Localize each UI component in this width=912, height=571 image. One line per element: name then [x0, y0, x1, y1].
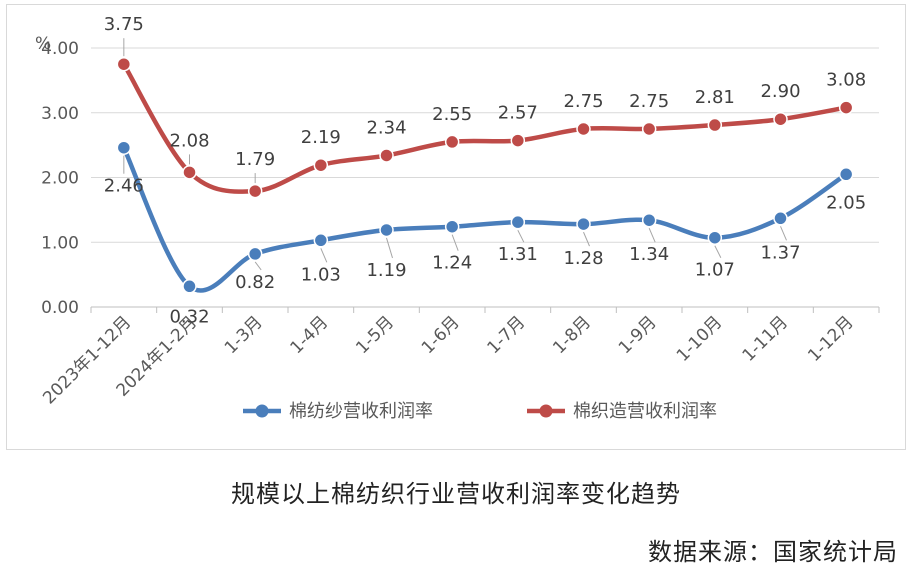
data-source: 数据来源：国家统计局: [648, 538, 898, 566]
data-point: [641, 121, 657, 137]
data-point: [116, 140, 132, 155]
y-unit-label: %: [35, 34, 51, 54]
label-leader: [254, 261, 262, 271]
x-tick-label: 1-8月: [549, 312, 595, 358]
series-line: [121, 61, 849, 194]
series-layer: [116, 56, 854, 294]
x-tick-label: 1-7月: [484, 312, 530, 358]
data-label: 1.79: [235, 149, 275, 170]
data-point: [707, 230, 723, 245]
label-leader: [517, 229, 525, 243]
data-label: 2.34: [366, 117, 406, 138]
x-tick-label: 1-6月: [418, 312, 464, 358]
data-label: 2.05: [826, 192, 866, 213]
label-leader: [583, 231, 590, 247]
data-label: 0.32: [169, 306, 209, 327]
legend-label: 棉纺纱营收利润率: [289, 401, 433, 422]
data-label: 2.81: [695, 87, 735, 108]
data-point: [313, 233, 329, 248]
data-point: [576, 216, 591, 232]
data-label: 1.31: [498, 244, 538, 265]
label-leader: [714, 245, 722, 258]
data-label: 2.46: [104, 176, 144, 197]
data-label: 0.82: [235, 272, 275, 293]
x-tick-label: 1-5月: [352, 312, 398, 358]
data-point: [576, 121, 591, 137]
gridlines: [91, 47, 879, 243]
data-point: [641, 212, 657, 228]
y-tick-label: 1.00: [41, 233, 79, 253]
x-tick-label: 1-12月: [804, 312, 857, 365]
legend: 棉纺纱营收利润率 棉织造营收利润率: [243, 401, 717, 422]
data-label: 1.03: [301, 264, 341, 285]
data-label: 2.75: [629, 91, 669, 112]
data-point: [838, 167, 854, 182]
legend-swatch-marker: [255, 404, 269, 418]
legend-swatch-marker: [539, 404, 553, 418]
x-tick-label: 1-11月: [739, 312, 792, 365]
data-point: [773, 211, 788, 226]
data-point: [247, 246, 263, 262]
label-leader: [780, 226, 787, 241]
data-point: [444, 134, 460, 150]
chart-frame: 0.00 1.00 2.00 3.00 4.00% 2023年1-12月 2024年1-2月…: [6, 4, 906, 450]
series-line: [121, 145, 849, 293]
data-label: 1.28: [563, 248, 603, 269]
y-tick-label: 3.00: [41, 104, 79, 124]
data-label: 2.57: [498, 103, 538, 124]
data-point: [773, 111, 788, 127]
data-label: 2.90: [760, 81, 800, 102]
data-label: 2.55: [432, 104, 472, 125]
y-tick-label: 0.00: [41, 298, 79, 318]
data-point: [182, 165, 197, 180]
label-leader: [386, 237, 393, 259]
data-label: 1.34: [629, 244, 669, 265]
axes: 0.001.002.003.004.00%2023年1-12月2024年1-2月…: [35, 34, 880, 408]
data-labels: 2.46 0.32 0.82 1.03 1.19 1.24 1.31 1.28 1.34 1.07…: [104, 14, 866, 327]
data-point: [838, 100, 854, 115]
data-label: 1.24: [432, 253, 472, 274]
data-point: [379, 222, 394, 238]
data-point: [313, 157, 329, 173]
data-label: 3.08: [826, 70, 866, 91]
label-leader: [648, 228, 656, 243]
data-label: 3.75: [104, 14, 144, 35]
data-label: 2.08: [169, 130, 209, 151]
label-leader: [451, 234, 459, 251]
x-tick-label: 1-3月: [221, 312, 267, 358]
x-tick-label: 1-4月: [287, 312, 333, 358]
data-point: [444, 219, 460, 234]
data-point: [379, 148, 394, 163]
x-tick-label: 1-9月: [615, 312, 661, 358]
data-point: [247, 183, 263, 199]
chart-caption: 规模以上棉纺织行业营收利润率变化趋势: [231, 480, 681, 508]
data-label: 1.37: [760, 242, 800, 263]
data-label: 1.07: [695, 260, 735, 281]
data-point: [510, 214, 526, 230]
line-chart: 0.001.002.003.004.00%2023年1-12月2024年1-2月…: [35, 14, 880, 422]
x-tick-label: 1-10月: [673, 312, 726, 365]
y-tick-label: 4.00: [41, 39, 79, 59]
data-point: [707, 117, 723, 133]
y-tick-label: 2.00: [41, 169, 79, 189]
data-label: 1.19: [366, 260, 406, 281]
legend-label: 棉织造营收利润率: [573, 401, 717, 422]
data-label: 2.19: [301, 127, 341, 148]
data-label: 2.75: [563, 91, 603, 112]
data-point: [116, 56, 132, 72]
data-point: [182, 279, 197, 294]
label-leader: [320, 248, 328, 263]
data-point: [510, 133, 526, 148]
